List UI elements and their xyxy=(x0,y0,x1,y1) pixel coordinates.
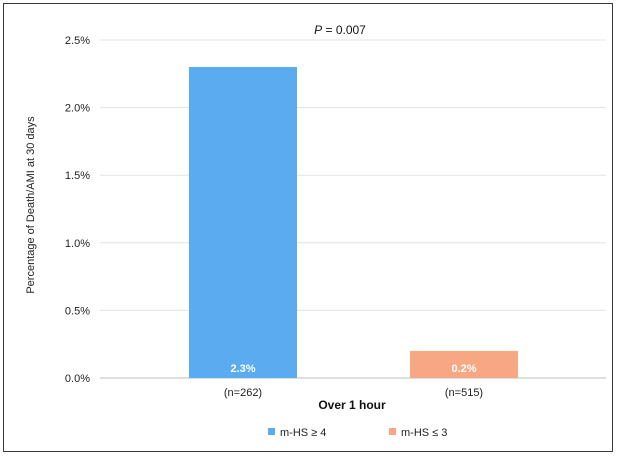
bars: 2.3% (n=262) 0.2% (n=515) xyxy=(189,67,518,399)
legend-entry: m-HS ≥ 4 xyxy=(280,427,326,439)
legend-entry: m-HS ≤ 3 xyxy=(401,427,447,439)
x-tick-label: (n=515) xyxy=(445,387,483,399)
p-value-symbol: P xyxy=(314,23,322,37)
y-tick-label: 2.5% xyxy=(65,35,90,47)
y-axis-label: Percentage of Death/AMI at 30 days xyxy=(25,116,37,294)
legend-swatch xyxy=(268,428,275,435)
y-tick-label: 2.0% xyxy=(65,103,90,115)
legend: m-HS ≥ 4 m-HS ≤ 3 xyxy=(268,427,447,439)
y-tick-label: 1.0% xyxy=(65,238,90,250)
legend-swatch xyxy=(389,428,396,435)
x-axis-label: Over 1 hour xyxy=(318,398,386,412)
p-value-text: = 0.007 xyxy=(322,23,366,37)
bar-data-label: 2.3% xyxy=(230,363,255,375)
bar xyxy=(410,350,518,378)
y-axis-ticks: 0.0% 0.5% 1.0% 1.5% 2.0% 2.5% xyxy=(65,35,90,385)
bar xyxy=(189,67,297,378)
y-tick-label: 0.5% xyxy=(65,305,90,317)
x-tick-label: (n=262) xyxy=(224,387,262,399)
y-tick-label: 1.5% xyxy=(65,170,90,182)
y-tick-label: 0.0% xyxy=(65,373,90,385)
p-value-annotation: P = 0.007 xyxy=(314,23,366,37)
gridlines xyxy=(100,39,606,379)
bar-data-label: 0.2% xyxy=(451,363,476,375)
